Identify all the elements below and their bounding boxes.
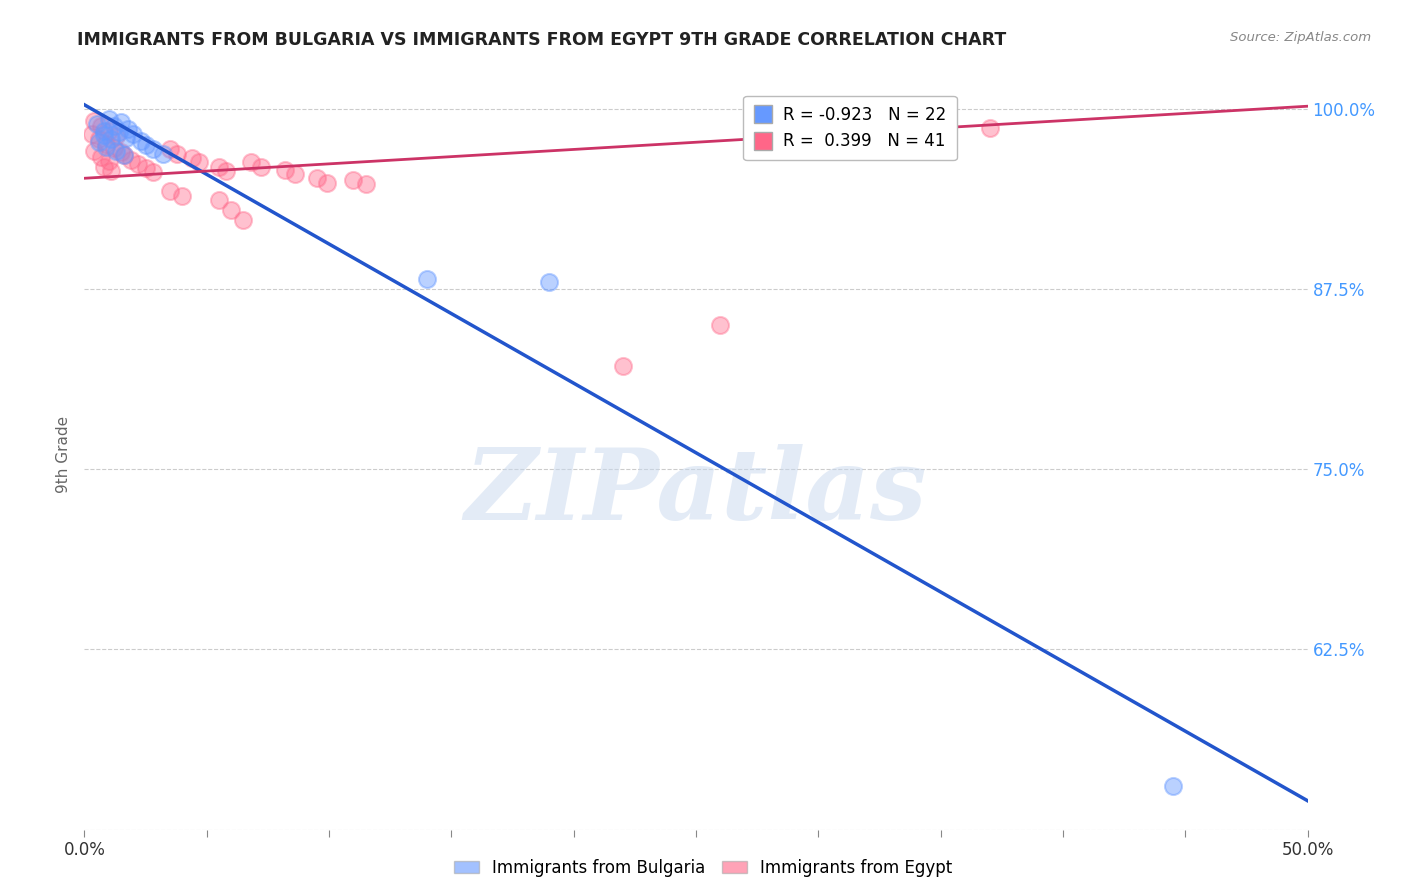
Legend: Immigrants from Bulgaria, Immigrants from Egypt: Immigrants from Bulgaria, Immigrants fro… bbox=[447, 853, 959, 884]
Point bbox=[166, 146, 188, 161]
Point bbox=[93, 128, 115, 142]
Text: IMMIGRANTS FROM BULGARIA VS IMMIGRANTS FROM EGYPT 9TH GRADE CORRELATION CHART: IMMIGRANTS FROM BULGARIA VS IMMIGRANTS F… bbox=[77, 31, 1007, 49]
Point bbox=[86, 116, 108, 130]
Point bbox=[120, 153, 142, 167]
Point bbox=[274, 162, 297, 177]
Point bbox=[103, 120, 125, 134]
Point bbox=[215, 164, 238, 178]
Point bbox=[97, 112, 120, 127]
Point bbox=[188, 155, 211, 169]
Point bbox=[416, 272, 439, 286]
Point bbox=[103, 141, 125, 155]
Point bbox=[239, 155, 262, 169]
Point bbox=[135, 161, 157, 176]
Point bbox=[90, 120, 112, 134]
Point bbox=[208, 193, 231, 207]
Point bbox=[112, 148, 135, 162]
Point bbox=[122, 127, 145, 141]
Point bbox=[93, 160, 115, 174]
Point bbox=[105, 144, 128, 158]
Point bbox=[117, 122, 139, 136]
Point bbox=[93, 124, 115, 138]
Legend: R = -0.923   N = 22, R =  0.399   N = 41: R = -0.923 N = 22, R = 0.399 N = 41 bbox=[744, 96, 956, 161]
Point bbox=[979, 120, 1001, 135]
Point bbox=[110, 115, 132, 129]
Point bbox=[219, 202, 242, 217]
Point bbox=[538, 275, 561, 289]
Point bbox=[110, 145, 132, 160]
Point bbox=[249, 160, 271, 174]
Point bbox=[315, 176, 337, 190]
Point bbox=[159, 143, 181, 157]
Y-axis label: 9th Grade: 9th Grade bbox=[56, 417, 72, 493]
Text: Source: ZipAtlas.com: Source: ZipAtlas.com bbox=[1230, 31, 1371, 45]
Point bbox=[1161, 780, 1184, 794]
Point bbox=[115, 131, 138, 145]
Point bbox=[90, 150, 112, 164]
Point bbox=[342, 172, 364, 186]
Point bbox=[208, 160, 231, 174]
Point bbox=[305, 171, 328, 186]
Point bbox=[142, 143, 165, 157]
Point bbox=[284, 167, 307, 181]
Point bbox=[96, 139, 118, 153]
Point bbox=[87, 132, 110, 146]
Point bbox=[105, 129, 128, 144]
Point bbox=[159, 184, 181, 198]
Point bbox=[97, 124, 120, 138]
Point bbox=[83, 113, 105, 128]
Text: ZIPatlas: ZIPatlas bbox=[465, 444, 927, 541]
Point bbox=[97, 153, 120, 168]
Point bbox=[107, 125, 129, 139]
Point bbox=[135, 138, 157, 153]
Point bbox=[152, 146, 174, 161]
Point bbox=[100, 164, 122, 178]
Point bbox=[80, 127, 103, 141]
Point bbox=[87, 135, 110, 149]
Point bbox=[142, 165, 165, 179]
Point bbox=[172, 188, 194, 202]
Point bbox=[709, 318, 731, 333]
Point bbox=[112, 148, 135, 162]
Point bbox=[354, 177, 377, 191]
Point bbox=[96, 136, 118, 151]
Point bbox=[232, 213, 254, 227]
Point bbox=[612, 359, 634, 373]
Point bbox=[100, 132, 122, 146]
Point bbox=[83, 144, 105, 158]
Point bbox=[181, 151, 204, 165]
Point bbox=[127, 157, 149, 171]
Point bbox=[129, 134, 152, 148]
